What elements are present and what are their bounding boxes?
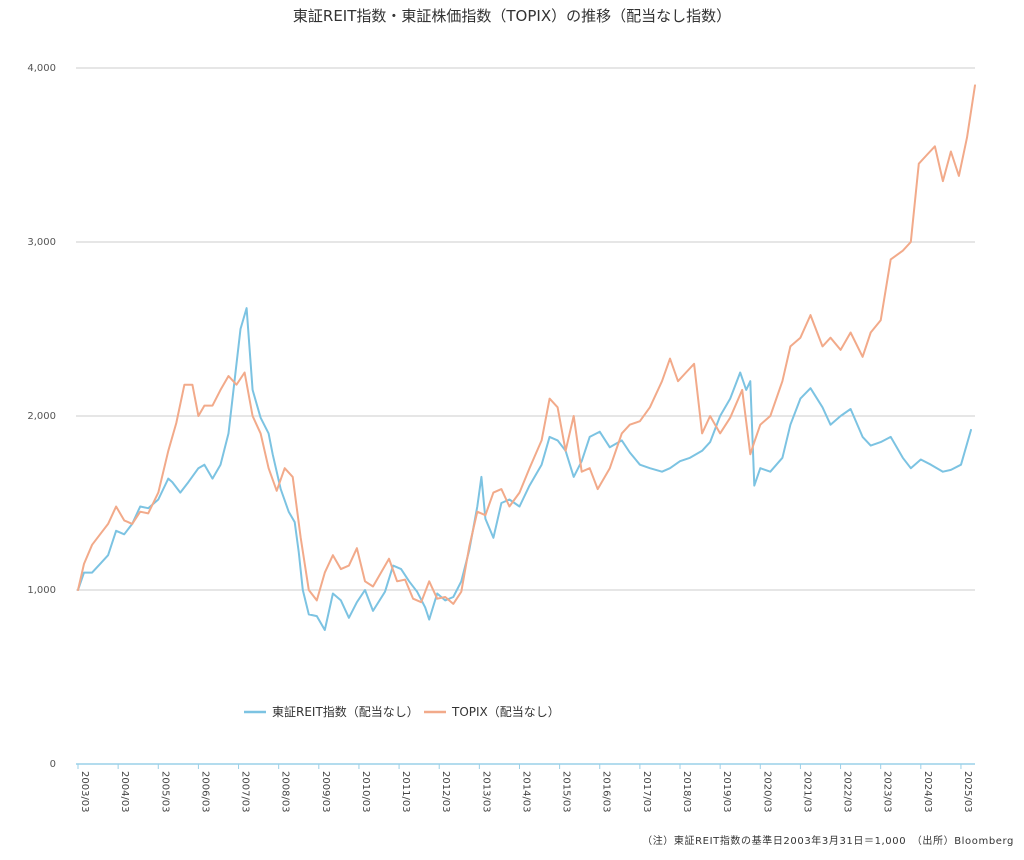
series-line-reit xyxy=(77,307,972,631)
x-tick-label: 2015/03 xyxy=(561,771,572,813)
x-tick-label: 2012/03 xyxy=(440,771,451,813)
legend-label-topix: TOPIX（配当なし） xyxy=(451,705,560,719)
x-tick-label: 2022/03 xyxy=(842,771,853,813)
x-tick-label: 2009/03 xyxy=(320,771,331,813)
legend: 東証REIT指数（配当なし） TOPIX（配当なし） xyxy=(244,704,560,719)
x-axis-tick-labels: 2003/03 2004/03 2005/03 2006/03 2007/03 2008/… xyxy=(77,764,973,813)
chart-title: 東証REIT指数・東証株価指数（TOPIX）の推移（配当なし指数） xyxy=(293,7,731,25)
x-tick-label: 2018/03 xyxy=(681,771,692,813)
x-tick-label: 2025/03 xyxy=(962,771,973,813)
x-tick-label: 2019/03 xyxy=(721,771,732,813)
y-tick-label: 3,000 xyxy=(27,237,56,248)
x-tick-label: 2023/03 xyxy=(882,771,893,813)
y-tick-label: 2,000 xyxy=(27,411,56,422)
x-tick-label: 2016/03 xyxy=(601,771,612,813)
series-line-topix xyxy=(77,84,976,605)
x-tick-label: 2004/03 xyxy=(119,771,130,813)
x-tick-label: 2014/03 xyxy=(520,771,531,813)
x-tick-label: 2010/03 xyxy=(360,771,371,813)
source-note: （注）東証REIT指数の基準日2003年3月31日＝1,000 （出所）Bloo… xyxy=(642,834,1014,847)
x-tick-label: 2008/03 xyxy=(280,771,291,813)
series-layer xyxy=(77,84,976,631)
x-tick-label: 2006/03 xyxy=(199,771,210,813)
x-tick-label: 2005/03 xyxy=(159,771,170,813)
x-tick-label: 2024/03 xyxy=(922,771,933,813)
y-axis-tick-labels: 0 1,000 2,000 3,000 4,000 xyxy=(27,63,56,770)
x-tick-label: 2021/03 xyxy=(801,771,812,813)
grid-layer xyxy=(76,67,975,765)
y-tick-label: 0 xyxy=(50,759,56,770)
x-tick-label: 2003/03 xyxy=(79,771,90,813)
x-tick-label: 2011/03 xyxy=(400,771,411,813)
x-tick-label: 2017/03 xyxy=(641,771,652,813)
y-tick-label: 1,000 xyxy=(27,585,56,596)
y-tick-label: 4,000 xyxy=(27,63,56,74)
x-tick-label: 2007/03 xyxy=(240,771,251,813)
x-tick-label: 2013/03 xyxy=(480,771,491,813)
legend-label-reit: 東証REIT指数（配当なし） xyxy=(272,704,419,719)
x-tick-label: 2020/03 xyxy=(761,771,772,813)
